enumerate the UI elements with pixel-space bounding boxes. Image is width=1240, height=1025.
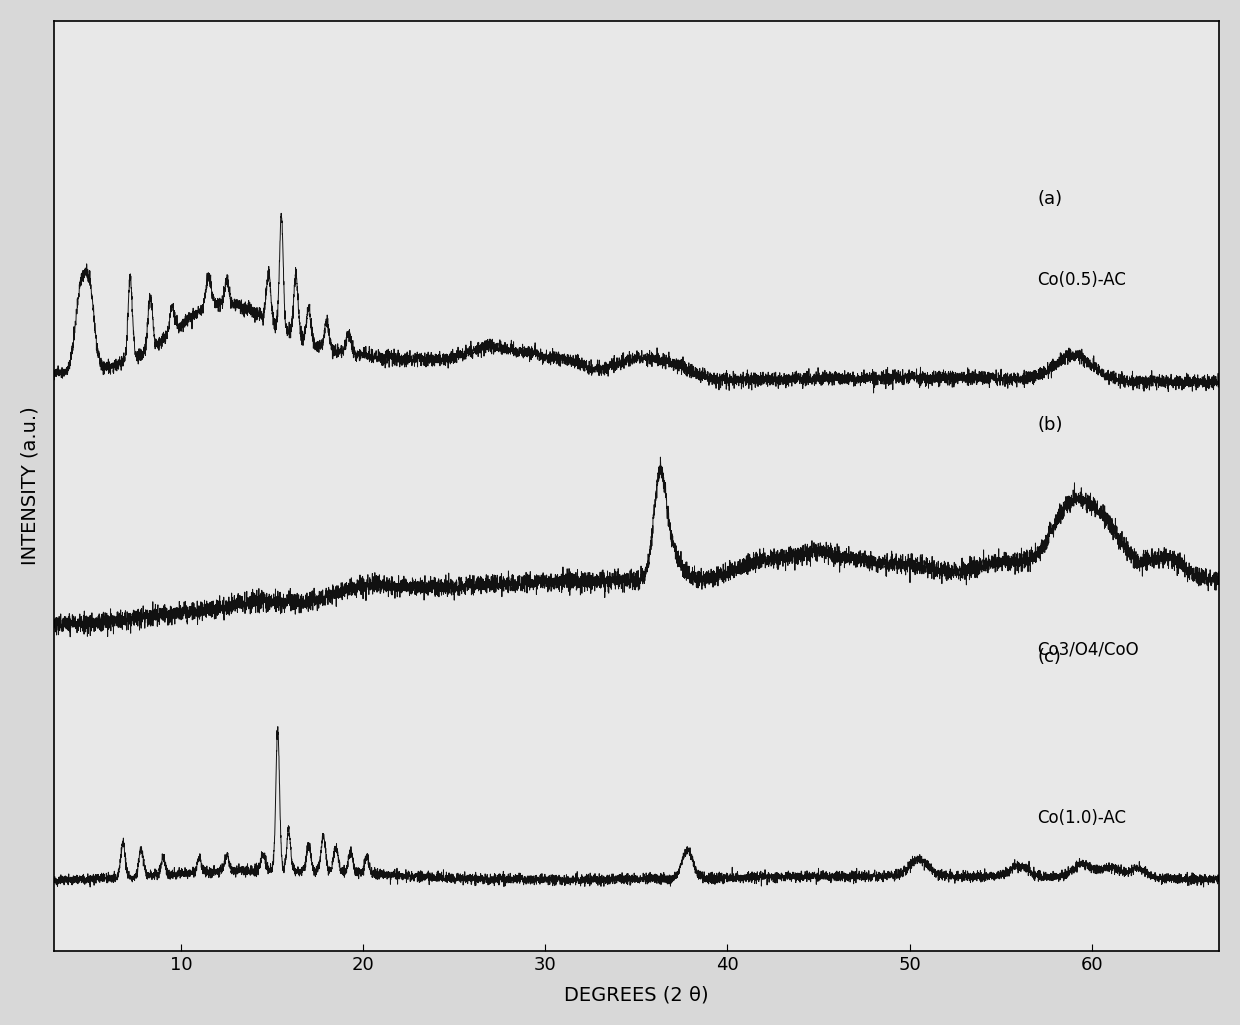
Text: (c): (c) [1037,649,1061,666]
Text: (a): (a) [1037,191,1063,208]
Y-axis label: INTENSITY (a.u.): INTENSITY (a.u.) [21,407,40,566]
Text: Co3/O4/CoO: Co3/O4/CoO [1037,641,1138,659]
X-axis label: DEGREES (2 θ): DEGREES (2 θ) [564,985,709,1004]
Text: Co(1.0)-AC: Co(1.0)-AC [1037,809,1126,827]
Text: Co(0.5)-AC: Co(0.5)-AC [1037,272,1126,289]
Text: (b): (b) [1037,416,1063,435]
